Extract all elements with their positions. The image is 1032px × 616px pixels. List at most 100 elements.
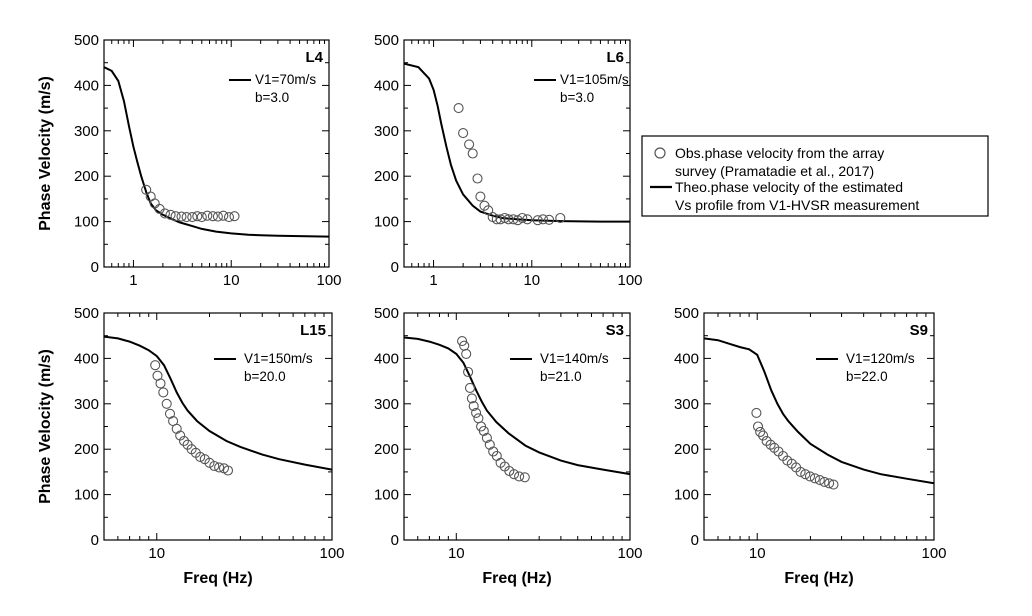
data-point-observed xyxy=(212,211,223,222)
panel-label: L15 xyxy=(300,322,326,339)
data-point-observed xyxy=(537,214,549,225)
y-tick-label: 0 xyxy=(391,532,399,549)
data-point-observed xyxy=(483,205,494,216)
plot-frame xyxy=(403,39,631,268)
legend: Obs.phase velocity from the array survey… xyxy=(641,135,989,217)
x-axis-label: Freq (Hz) xyxy=(183,570,252,587)
data-point-observed xyxy=(218,210,229,221)
data-point-observed xyxy=(809,473,820,484)
panel-label: S9 xyxy=(910,322,928,339)
legend-theoretical-line1: Theo.phase velocity of the estimated xyxy=(675,179,903,195)
data-point-observed xyxy=(463,366,474,378)
data-point-observed xyxy=(752,421,764,432)
y-tick-label: 300 xyxy=(74,123,99,140)
data-point-observed xyxy=(800,469,811,480)
data-point-observed xyxy=(758,430,769,441)
data-point-observed xyxy=(495,214,506,225)
annotation-v1: V1=105m/s xyxy=(560,72,629,87)
data-point-observed xyxy=(214,462,225,473)
y-tick-label: 0 xyxy=(91,532,99,549)
data-point-observed xyxy=(468,401,479,412)
data-point-observed xyxy=(181,212,192,223)
data-point-observed xyxy=(222,465,234,476)
data-point-observed xyxy=(532,215,543,226)
y-tick-label: 500 xyxy=(74,32,99,49)
series-line-theoretical xyxy=(404,336,630,476)
data-point-observed xyxy=(755,426,766,437)
y-tick-label: 500 xyxy=(374,32,399,49)
data-point-observed xyxy=(457,336,468,347)
legend-marker-observed xyxy=(654,147,666,159)
x-tick-label: 10 xyxy=(223,272,240,289)
legend-observed-line1: Obs.phase velocity from the array xyxy=(675,145,884,161)
data-point-observed xyxy=(544,214,555,225)
data-point-observed xyxy=(141,184,152,195)
annotation-b: b=3.0 xyxy=(255,90,289,105)
plot-frame xyxy=(403,312,631,541)
data-point-observed xyxy=(555,212,566,224)
legend-observed-line2: survey (Pramatadie et al., 2017) xyxy=(675,163,874,179)
data-point-observed xyxy=(176,211,187,222)
data-point-observed xyxy=(223,212,235,223)
series-line-theoretical xyxy=(704,337,934,485)
legend-box xyxy=(641,135,989,217)
panel-label: S3 xyxy=(606,322,624,339)
y-tick-label: 300 xyxy=(374,396,399,413)
x-tick-label: 10 xyxy=(448,545,465,562)
data-point-observed xyxy=(159,208,170,219)
data-point-observed xyxy=(478,425,489,437)
x-tick-label: 1 xyxy=(129,272,137,289)
panel-l15: 10 100 0 100 200 300 400 500 L15 V1=150m/s b=20.0 P… xyxy=(37,305,345,587)
y-tick-label: 0 xyxy=(391,259,399,276)
y-tick-label: 300 xyxy=(674,396,699,413)
data-point-observed xyxy=(196,212,207,223)
x-tick-label: 10 xyxy=(148,545,165,562)
x-tick-label: 100 xyxy=(617,545,642,562)
annotation-v1: V1=150m/s xyxy=(244,351,313,366)
data-point-observed xyxy=(466,393,477,404)
data-point-observed xyxy=(765,439,776,450)
y-tick-label: 500 xyxy=(374,305,399,322)
data-point-observed xyxy=(165,209,176,220)
y-tick-label: 200 xyxy=(374,168,399,185)
annotation-b: b=22.0 xyxy=(846,369,888,384)
y-tick-label: 100 xyxy=(374,214,399,231)
panel-s9: 10 100 0 100 200 300 400 500 S9 V1=120m/s b=22.0 Fr… xyxy=(674,305,947,587)
data-point-observed xyxy=(804,471,816,482)
data-point-observed xyxy=(508,469,520,480)
x-axis-label: Freq (Hz) xyxy=(482,570,551,587)
y-tick-label: 0 xyxy=(91,259,99,276)
data-point-observed xyxy=(150,360,161,371)
y-tick-label: 200 xyxy=(674,441,699,458)
data-point-observed xyxy=(481,432,492,443)
annotation-b: b=20.0 xyxy=(244,369,286,384)
panel-s3: 10 100 0 100 200 300 400 500 S3 V1=140m/s b=21.0 Fr… xyxy=(374,305,643,587)
panel-l4: 1 10 100 0 100 200 300 400 500 L4 V1=70m/s b=3.0 Pha… xyxy=(37,32,342,289)
annotation-b: b=3.0 xyxy=(560,90,594,105)
y-tick-label: 400 xyxy=(74,350,99,367)
data-point-observed xyxy=(192,211,203,222)
data-point-observed xyxy=(484,439,495,450)
x-axis-label: Freq (Hz) xyxy=(784,570,853,587)
data-point-observed xyxy=(155,378,166,389)
annotation-b: b=21.0 xyxy=(540,369,582,384)
data-point-observed xyxy=(824,478,835,489)
y-tick-label: 400 xyxy=(374,350,399,367)
y-tick-label: 200 xyxy=(74,168,99,185)
y-tick-label: 200 xyxy=(374,441,399,458)
data-point-observed xyxy=(458,128,469,139)
data-point-observed xyxy=(229,211,240,222)
data-point-observed xyxy=(512,215,523,226)
data-point-observed xyxy=(828,479,839,490)
data-point-observed xyxy=(453,103,464,114)
x-tick-label: 10 xyxy=(749,545,766,562)
y-tick-label: 0 xyxy=(691,532,699,549)
y-axis-label: Phase Velocity (m/s) xyxy=(37,349,54,504)
data-point-observed xyxy=(819,476,830,487)
y-axis-label: Phase Velocity (m/s) xyxy=(37,76,54,231)
data-point-observed xyxy=(795,466,806,477)
data-point-observed xyxy=(814,475,825,486)
annotation-v1: V1=70m/s xyxy=(255,72,316,87)
x-tick-label: 100 xyxy=(921,545,946,562)
